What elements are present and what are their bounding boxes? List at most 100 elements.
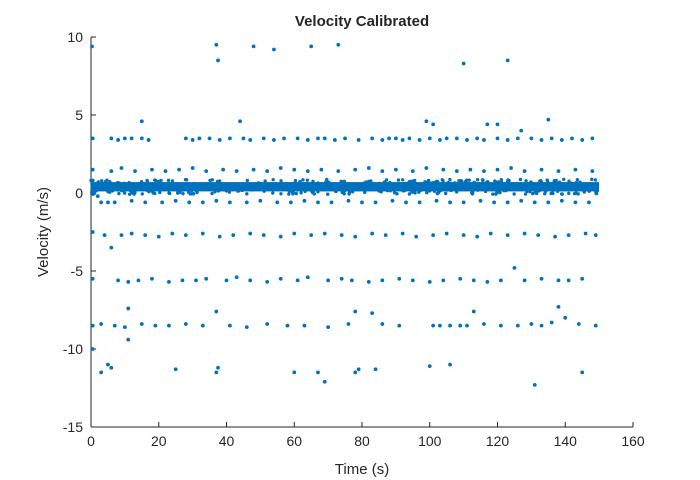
band-point [235,186,239,190]
data-point [288,200,293,205]
band-point [245,192,249,196]
band-point [402,189,407,193]
data-point [190,138,195,142]
band-point [134,186,138,190]
band-point [453,181,457,185]
data-point [278,166,283,170]
data-point [227,323,232,328]
band-point [127,180,131,185]
band-point [352,186,356,191]
band-point [291,190,296,195]
data-point [272,138,276,142]
band-point [168,185,172,189]
band-point [434,183,439,188]
data-point [559,138,564,142]
data-point [99,370,104,375]
data-point [139,322,144,326]
data-point [380,278,385,283]
band-point [347,192,351,196]
band-point [556,185,560,189]
data-point [221,167,226,172]
band-point [458,178,463,183]
data-point [397,276,402,281]
data-point [393,136,398,141]
data-point [129,136,134,141]
data-point [498,323,503,328]
band-point [382,180,387,184]
band-point [279,179,283,183]
band-point [119,184,123,189]
data-point [353,370,358,375]
data-point [305,138,310,142]
band-point [147,189,151,194]
band-point [367,186,371,190]
band-point [129,188,134,192]
data-point [156,234,161,239]
band-point [93,189,98,193]
band-point [558,181,562,186]
data-point [112,200,117,205]
x-tick-label: 80 [354,433,370,449]
data-point [505,233,510,238]
data-point [102,233,107,238]
data-point [216,58,220,63]
band-point [499,179,503,184]
data-point [167,280,171,284]
band-point [257,186,261,191]
data-point [183,136,188,141]
band-point [120,189,124,193]
band-point [303,189,307,194]
x-axis: 0 20 40 60 80 100 120 140 160 [87,422,645,449]
data-point [529,136,534,141]
band-point [567,191,571,196]
band-point [414,182,419,186]
band-point [279,181,283,186]
band-point [467,178,471,182]
band-point [263,179,267,183]
band-point [458,184,462,189]
data-point [322,231,327,236]
data-point [549,320,554,325]
data-point [505,138,510,142]
band-point [562,177,566,181]
band-point [90,184,94,189]
y-tick-label: 5 [75,107,83,123]
data-point [485,280,490,284]
band-point [569,181,573,185]
data-point [407,136,412,141]
band-point [99,179,104,183]
data-point [505,200,510,205]
band-point [117,181,121,185]
data-point [475,234,480,239]
band-point [105,178,109,182]
data-point [387,136,391,141]
band-point [446,180,451,185]
data-point [163,169,168,174]
band-point [210,191,214,196]
data-point [173,198,178,203]
band-point [229,182,234,187]
band-point [109,185,113,190]
data-point [90,276,95,281]
band-point [225,185,230,189]
band-point [518,177,523,182]
band-point [436,181,440,185]
band-point [384,178,389,182]
data-point [214,42,219,47]
data-point [326,325,331,330]
data-point [370,231,375,236]
data-point [539,167,544,172]
band-point [590,177,594,182]
data-point [224,278,229,283]
data-point [265,169,270,174]
data-point [471,309,476,314]
data-point [512,265,517,270]
band-point [491,182,495,187]
data-point [546,200,551,205]
data-point [482,322,486,326]
band-point [388,180,392,185]
data-point [316,370,320,375]
band-point [161,187,165,192]
data-point [580,370,585,375]
x-tick-label: 40 [219,433,235,449]
